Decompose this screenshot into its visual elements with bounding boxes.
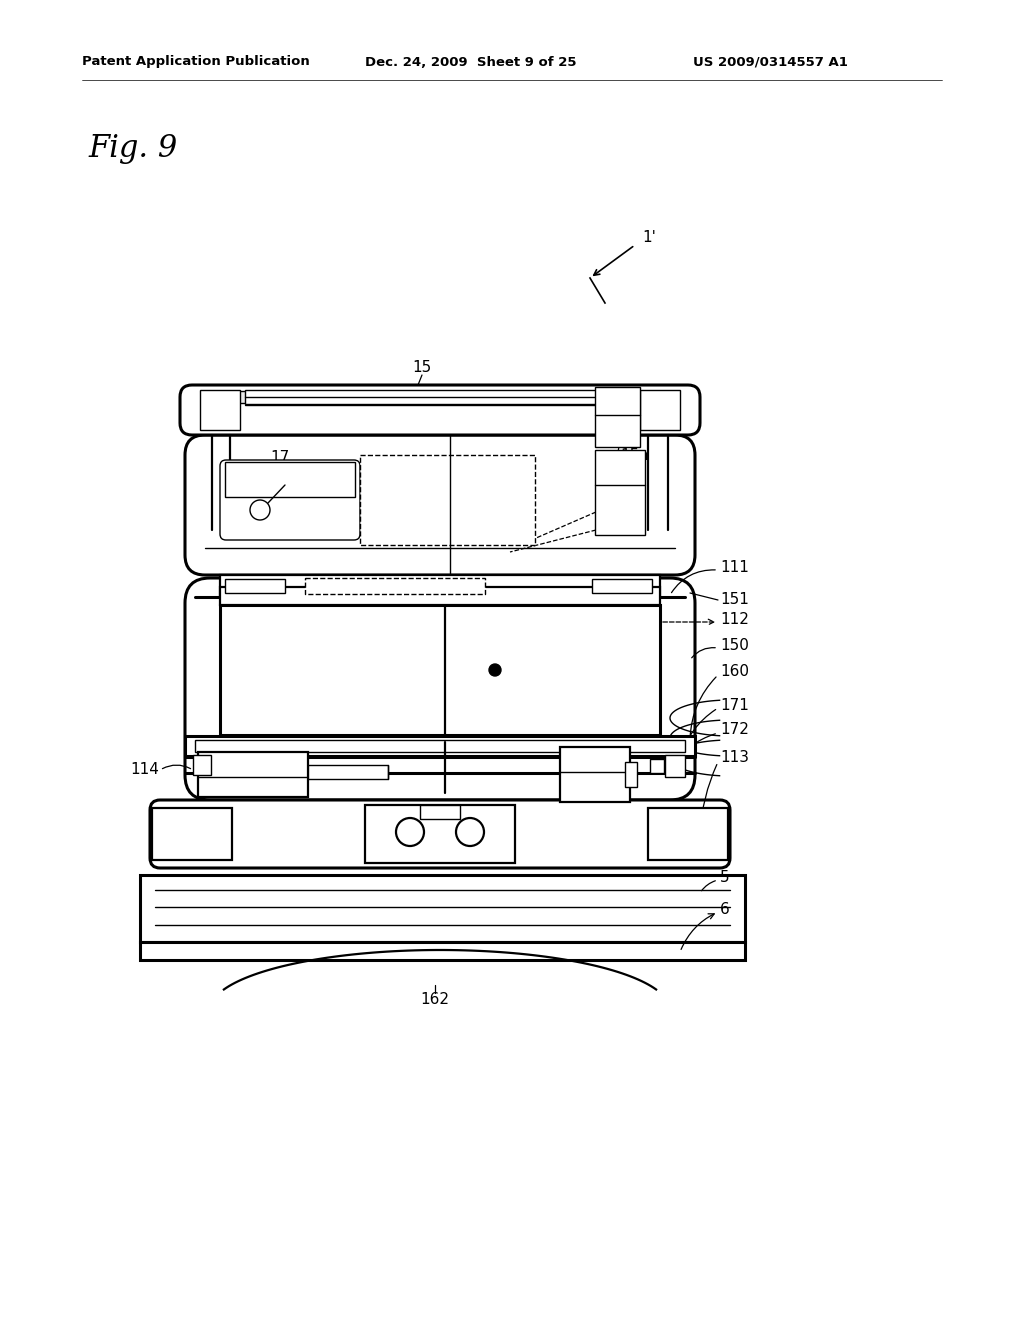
Text: 1': 1' [642,230,656,244]
Bar [225,462,355,498]
Bar [220,391,660,403]
Bar [665,755,685,777]
FancyBboxPatch shape [185,578,695,800]
Bar [595,450,645,535]
Circle shape [456,818,484,846]
Bar [365,805,515,863]
Text: Patent Application Publication: Patent Application Publication [82,55,309,69]
Bar [625,762,637,787]
Text: 160: 160 [720,664,749,680]
Text: Dec. 24, 2009  Sheet 9 of 25: Dec. 24, 2009 Sheet 9 of 25 [365,55,577,69]
FancyBboxPatch shape [180,385,700,436]
Text: 171: 171 [720,697,749,713]
Bar [220,576,660,597]
Circle shape [489,664,501,676]
Text: 113: 113 [720,751,749,766]
Text: 6: 6 [720,903,730,917]
Text: 172: 172 [720,722,749,738]
Bar [305,578,485,594]
FancyBboxPatch shape [220,459,360,540]
Text: 5: 5 [720,870,730,886]
Bar [420,805,460,818]
FancyBboxPatch shape [185,436,695,576]
Text: 151: 151 [720,593,749,607]
Bar [308,766,388,779]
Text: 115: 115 [598,503,627,517]
Bar [198,752,308,797]
Bar [640,389,680,430]
Text: US 2009/0314557 A1: US 2009/0314557 A1 [693,55,848,69]
Bar [185,737,695,756]
Text: 112: 112 [720,612,749,627]
Text: 114: 114 [130,763,159,777]
Bar [592,579,652,593]
Bar [140,875,745,942]
Text: 162: 162 [421,993,450,1007]
Bar [195,741,685,752]
Text: 15: 15 [413,360,432,375]
Bar [650,759,664,774]
Circle shape [250,500,270,520]
Bar [595,387,640,447]
Text: 17: 17 [270,450,290,466]
Text: 111: 111 [720,561,749,576]
Circle shape [396,818,424,846]
Bar [360,455,535,545]
Bar [193,755,211,775]
Text: 150: 150 [720,638,749,652]
Bar [560,747,630,803]
Bar [152,808,232,861]
Text: 15a: 15a [620,447,648,462]
FancyBboxPatch shape [150,800,730,869]
Bar [200,389,240,430]
Bar [220,587,660,605]
Bar [648,808,728,861]
Bar [225,579,285,593]
Text: 90: 90 [598,520,617,536]
Bar [245,389,630,404]
Bar [140,942,745,960]
Text: Fig. 9: Fig. 9 [88,132,177,164]
Bar [220,605,660,735]
